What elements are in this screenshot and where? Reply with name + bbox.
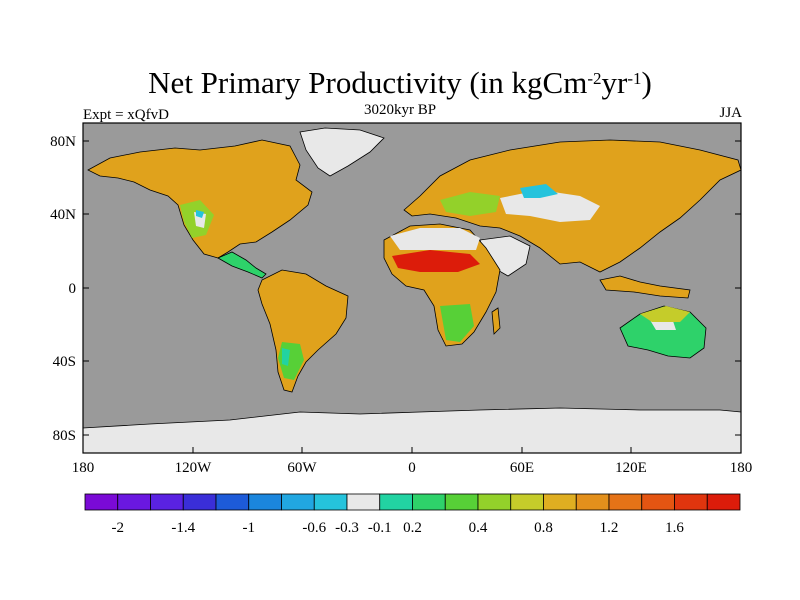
colorbar-swatch xyxy=(543,493,577,511)
colorbar-label: -1 xyxy=(243,520,256,536)
y-tick-label: 80N xyxy=(50,134,76,150)
colorbar-swatch xyxy=(117,493,151,511)
colorbar-swatch xyxy=(575,493,610,511)
colorbar-label: 0.4 xyxy=(469,520,488,536)
land-layer xyxy=(83,127,741,453)
colorbar-swatch xyxy=(346,493,381,511)
sahel-high xyxy=(392,250,480,272)
colorbar-swatch xyxy=(248,493,282,511)
x-axis: 180 120W 60W 0 60E 120E 180 xyxy=(72,447,753,476)
colorbar-label: -0.1 xyxy=(368,520,392,536)
central-america xyxy=(217,251,267,279)
colorbar-label: 1.2 xyxy=(600,520,619,536)
y-tick-label: 40S xyxy=(53,354,76,370)
colorbar-label: 0.2 xyxy=(403,520,422,536)
colorbar-swatch xyxy=(412,493,446,511)
colorbar-swatch xyxy=(379,493,413,511)
x-tick-label: 120E xyxy=(615,460,647,476)
chart-subtitle: 3020kyr BP xyxy=(363,102,437,118)
season-label: JJA xyxy=(719,105,742,121)
x-tick-label: 0 xyxy=(408,460,416,476)
colorbar-swatch xyxy=(84,493,119,511)
africa-south-green xyxy=(440,304,474,342)
colorbar-labels: -2 -1.4 -1 -0.6 -0.3 -0.1 0.2 0.4 0.8 1.2 1.6 xyxy=(112,520,685,536)
experiment-label: Expt = xQfvD xyxy=(83,107,169,123)
colorbar-label: -2 xyxy=(112,520,125,536)
y-tick-label: 80S xyxy=(53,428,76,444)
antarctica xyxy=(83,407,741,453)
colorbar-label: 1.6 xyxy=(665,520,684,536)
australia xyxy=(619,305,707,359)
north-america xyxy=(87,139,313,259)
madagascar xyxy=(491,307,501,335)
colorbar-swatch xyxy=(510,493,544,511)
colorbar-swatch xyxy=(444,493,479,511)
south-america-cyan xyxy=(282,348,290,366)
colorbar-swatch xyxy=(215,493,250,511)
chart-title: Net Primary Productivity (in kgCm-2yr-1) xyxy=(148,65,652,100)
greenland xyxy=(299,127,385,177)
x-tick-label: 120W xyxy=(175,460,213,476)
colorbar-label: -0.6 xyxy=(302,520,326,536)
indonesia xyxy=(599,275,691,299)
colorbar xyxy=(84,493,741,511)
colorbar-swatch xyxy=(182,493,217,511)
x-tick-label: 180 xyxy=(730,460,753,476)
colorbar-swatch xyxy=(150,493,184,511)
colorbar-label: -0.3 xyxy=(335,520,359,536)
central-asia-cyan xyxy=(520,184,558,198)
x-tick-label: 180 xyxy=(72,460,95,476)
y-tick-label: 40N xyxy=(50,207,76,223)
colorbar-swatch xyxy=(706,493,741,511)
colorbar-label: 0.8 xyxy=(534,520,553,536)
colorbar-swatch xyxy=(608,493,643,511)
y-tick-label: 0 xyxy=(69,281,77,297)
colorbar-swatch xyxy=(641,493,675,511)
colorbar-swatch xyxy=(313,493,348,511)
colorbar-swatch xyxy=(477,493,512,511)
colorbar-label: -1.4 xyxy=(171,520,195,536)
north-america-cyan xyxy=(196,210,204,218)
colorbar-swatch xyxy=(674,493,708,511)
europe-green xyxy=(440,192,500,216)
australia-north xyxy=(640,306,690,322)
y-axis: 80N 40N 0 40S 80S xyxy=(50,134,741,444)
x-tick-label: 60E xyxy=(510,460,534,476)
sahara-dry xyxy=(390,228,480,250)
x-tick-label: 60W xyxy=(287,460,317,476)
colorbar-swatch xyxy=(281,493,315,511)
